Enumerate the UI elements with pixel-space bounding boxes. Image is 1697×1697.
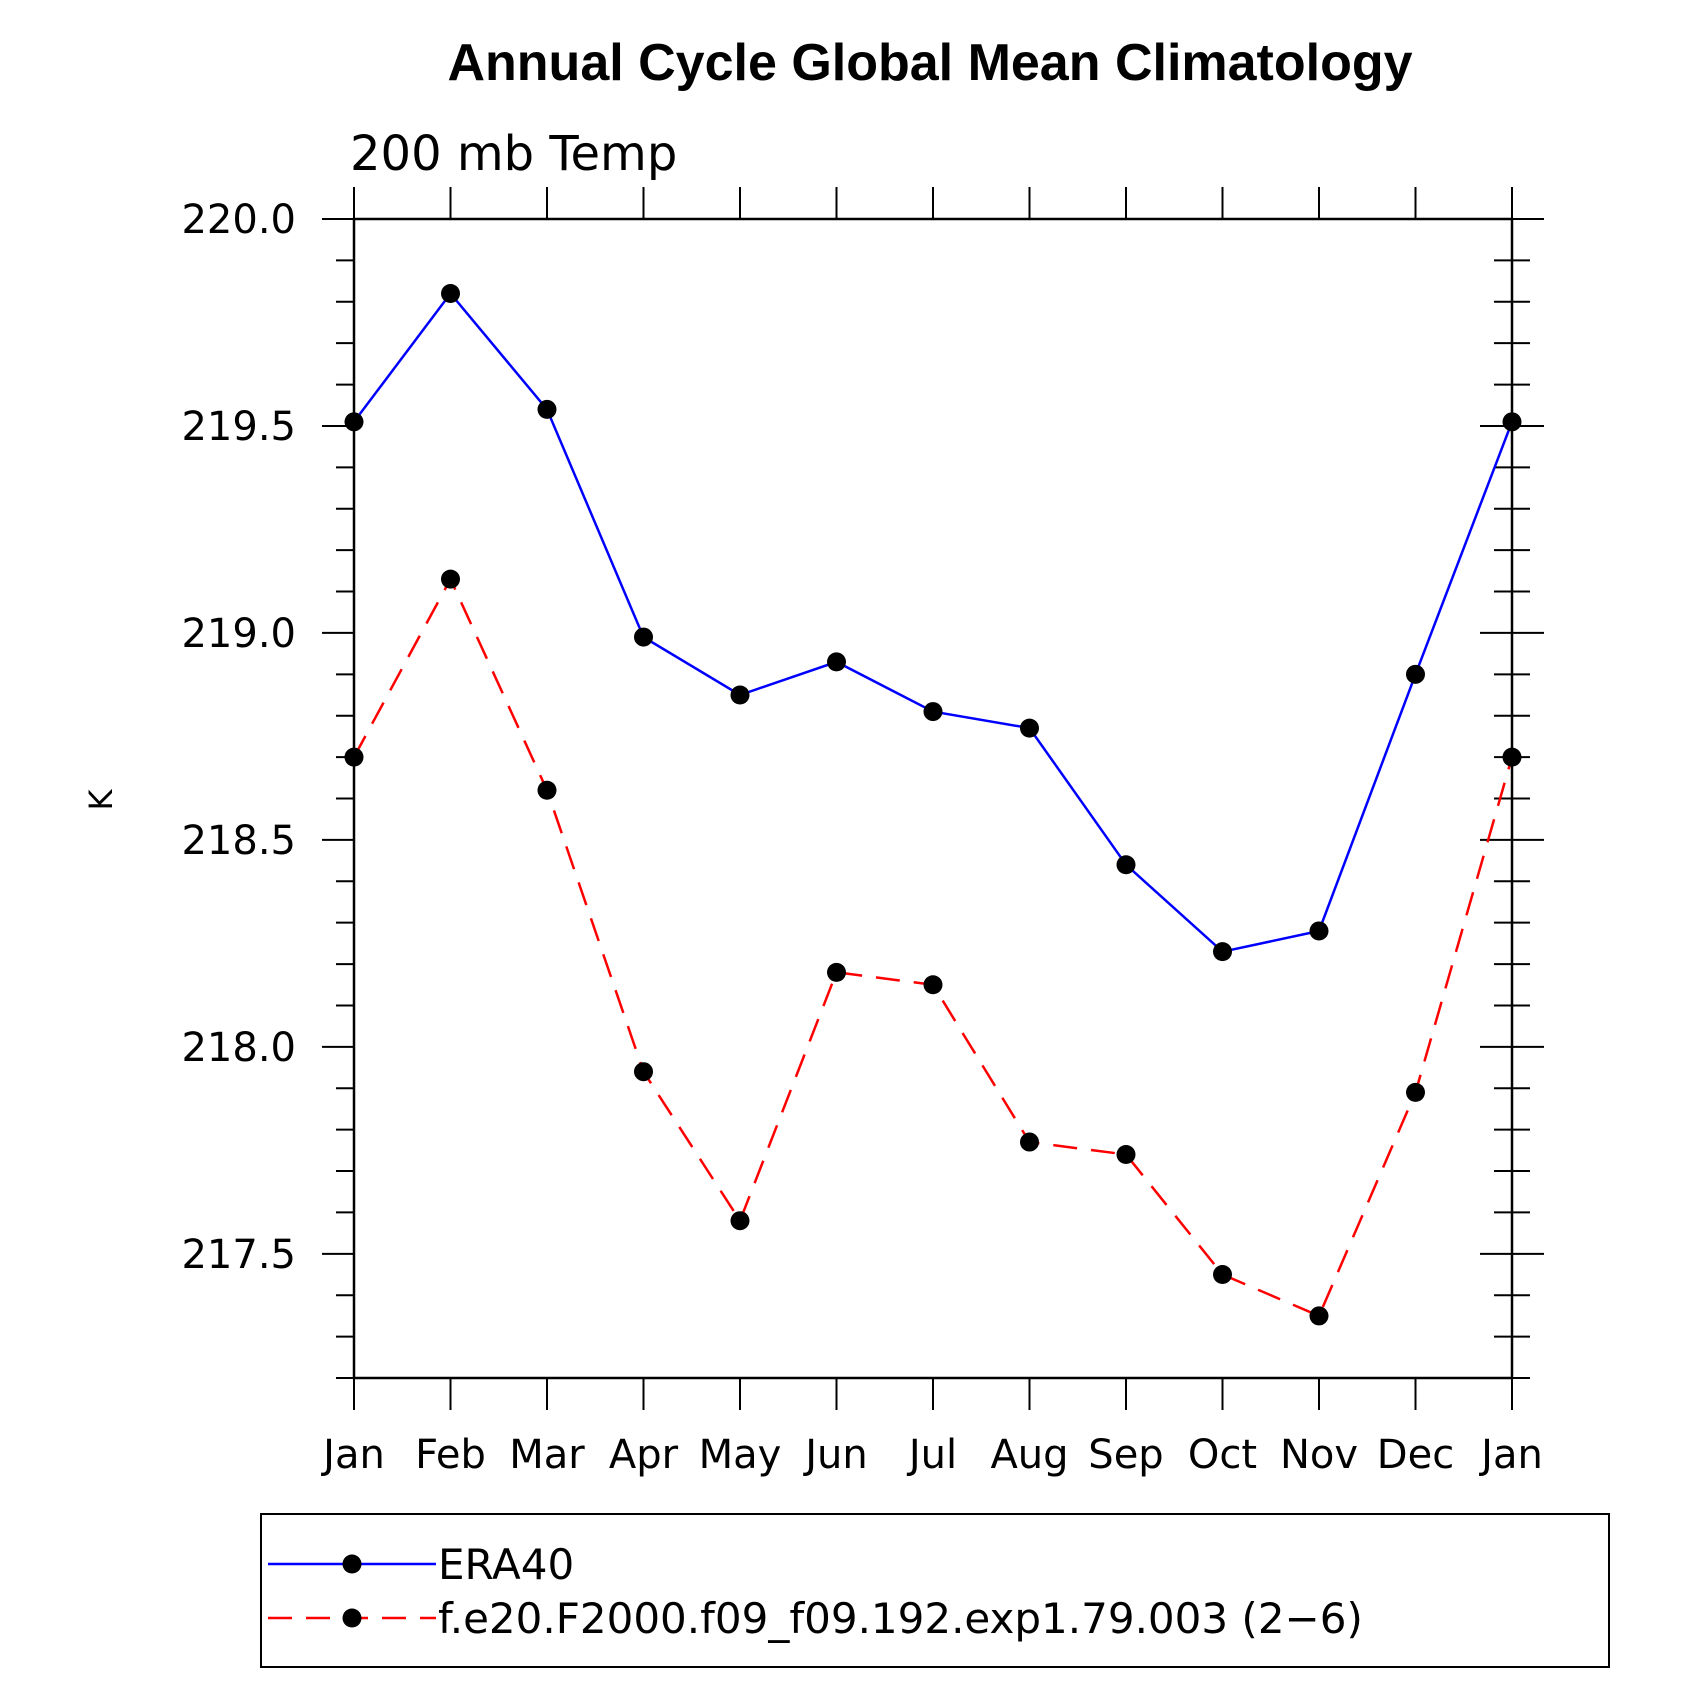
- x-tick-label: Jan: [320, 1432, 385, 1478]
- series-line: [353, 291, 1514, 954]
- series-1: [344, 284, 1522, 962]
- legend-marker: [342, 1608, 362, 1628]
- data-point: [923, 975, 943, 995]
- y-tick-label: 217.5: [181, 1232, 296, 1278]
- data-point: [537, 780, 557, 800]
- data-point: [730, 1211, 750, 1231]
- data-point: [1213, 942, 1232, 962]
- legend: ERA40 f.e20.F2000.f09_f09.192.exp1.79.003…: [260, 1513, 1610, 1668]
- legend-items: ERA40 f.e20.F2000.f09_f09.192.exp1.79.003…: [268, 1540, 1363, 1643]
- x-tick-label: Jul: [906, 1432, 957, 1478]
- plot-frame: [352, 217, 1514, 1380]
- series-layer: [344, 284, 1522, 1326]
- series-2: [344, 569, 1522, 1326]
- series-line: [352, 576, 1514, 1318]
- data-point: [344, 412, 364, 432]
- data-point: [1406, 1082, 1425, 1102]
- data-point: [1020, 718, 1039, 738]
- legend-box: [260, 1513, 1610, 1668]
- x-tick-label: Oct: [1188, 1432, 1257, 1478]
- y-tick-labels: 220.0 219.5 219.0 218.5 218.0 217.5: [181, 197, 296, 1278]
- y-axis-label: K: [82, 788, 120, 810]
- x-tick-label: Mar: [509, 1432, 585, 1478]
- x-tick-label: Sep: [1088, 1432, 1163, 1478]
- y-tick-label: 219.0: [181, 611, 296, 657]
- data-point: [1502, 412, 1522, 432]
- y-tick-label: 220.0: [181, 197, 296, 243]
- chart-title: Annual Cycle Global Mean Climatology: [447, 34, 1412, 92]
- data-point: [1309, 921, 1329, 941]
- chart-subtitle: 200 mb Temp: [350, 126, 677, 182]
- y-tick-label: 218.5: [181, 818, 296, 864]
- x-tick-label: Feb: [415, 1432, 486, 1478]
- data-point: [1116, 855, 1136, 875]
- legend-marker: [342, 1554, 362, 1574]
- data-point: [923, 702, 943, 722]
- data-point: [1502, 747, 1522, 767]
- data-point: [827, 962, 846, 982]
- data-point: [1020, 1132, 1039, 1152]
- x-tick-label: Jan: [1478, 1432, 1543, 1478]
- legend-label: ERA40: [438, 1540, 574, 1589]
- data-point: [537, 399, 557, 419]
- data-point: [634, 1062, 653, 1082]
- x-tick-label: Jun: [802, 1432, 868, 1478]
- y-tick-label: 219.5: [181, 404, 296, 450]
- x-tick-label: May: [699, 1432, 782, 1478]
- x-tick-labels: Jan Feb Mar Apr May Jun Jul Aug Sep Oct Nov Dec Jan: [320, 1432, 1543, 1478]
- data-point: [827, 652, 846, 672]
- y-tick-label: 218.0: [181, 1025, 296, 1071]
- data-point: [441, 569, 460, 589]
- legend-label: f.e20.F2000.f09_f09.192.exp1.79.003 (2−6…: [438, 1594, 1363, 1643]
- x-tick-label: Aug: [990, 1432, 1068, 1478]
- x-tick-label: Nov: [1280, 1432, 1358, 1478]
- data-point: [730, 685, 750, 705]
- data-point: [634, 627, 653, 647]
- data-point: [441, 284, 460, 304]
- x-tick-label: Apr: [609, 1432, 679, 1478]
- axis-ticks: [322, 187, 1544, 1410]
- data-point: [344, 747, 364, 767]
- x-tick-label: Dec: [1377, 1432, 1454, 1478]
- data-point: [1213, 1265, 1232, 1285]
- data-point: [1116, 1144, 1136, 1164]
- data-point: [1406, 664, 1425, 684]
- data-point: [1309, 1306, 1329, 1326]
